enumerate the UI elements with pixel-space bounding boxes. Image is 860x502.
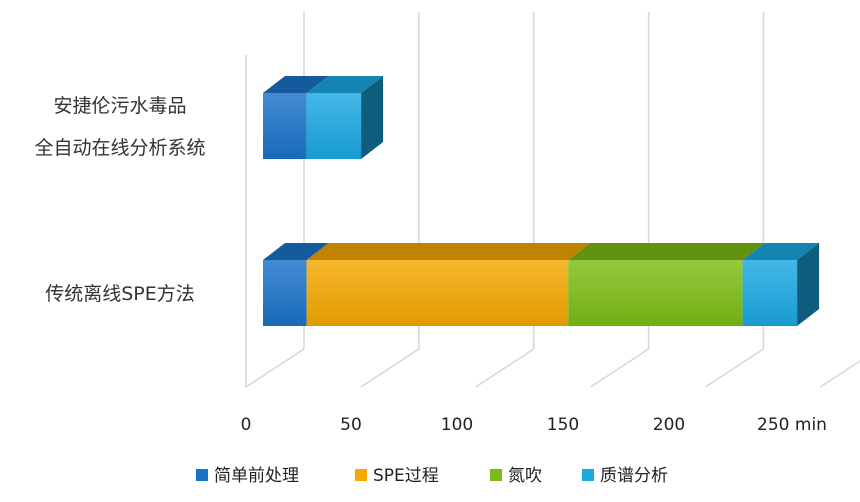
bar-segment [306, 243, 591, 326]
bar-segment [742, 243, 820, 326]
legend-label: SPE过程 [373, 466, 439, 486]
legend-item: SPE过程 [355, 466, 439, 486]
bar-segment [306, 76, 384, 159]
gridlines [245, 12, 860, 388]
gridline [819, 360, 860, 388]
bar-segment [263, 76, 329, 159]
x-tick-label: 100 [441, 415, 473, 435]
x-axis-tick-labels: 0 50 100 150 200 250 min [241, 415, 827, 435]
x-tick-label: 150 [547, 415, 579, 435]
gridline [705, 12, 765, 388]
bars [263, 76, 820, 326]
x-tick-label: 200 [653, 415, 685, 435]
bar-segment [568, 243, 765, 326]
gridline [475, 12, 535, 388]
legend-label: 简单前处理 [214, 466, 299, 486]
x-tick-label: 250 min [757, 415, 827, 435]
legend-swatch [196, 469, 208, 481]
x-tick-label: 50 [340, 415, 362, 435]
gridline [245, 12, 305, 388]
category-label: 传统离线SPE方法 [45, 283, 195, 305]
x-tick-label: 0 [241, 415, 252, 435]
legend-item: 简单前处理 [196, 466, 299, 486]
bar-segment [263, 243, 329, 326]
category-label: 全自动在线分析系统 [34, 137, 205, 159]
legend-swatch [355, 469, 367, 481]
gridline [360, 12, 420, 388]
legend-label: 质谱分析 [600, 466, 668, 486]
legend-swatch [490, 469, 502, 481]
legend-label: 氮吹 [508, 466, 542, 486]
legend: 简单前处理 SPE过程 氮吹 质谱分析 [196, 466, 668, 486]
category-label: 安捷伦污水毒品 [53, 95, 186, 117]
legend-item: 氮吹 [490, 466, 542, 486]
legend-item: 质谱分析 [582, 466, 668, 486]
gridline [590, 12, 650, 388]
legend-swatch [582, 469, 594, 481]
